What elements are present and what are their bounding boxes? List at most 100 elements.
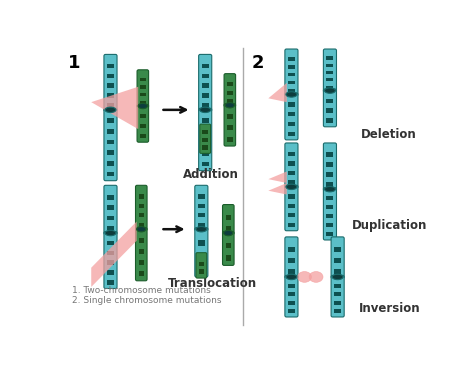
Bar [107, 216, 114, 220]
Bar [288, 131, 295, 136]
Bar [107, 129, 114, 134]
Text: Deletion: Deletion [361, 128, 417, 141]
FancyBboxPatch shape [285, 237, 298, 279]
Bar [107, 103, 114, 107]
FancyBboxPatch shape [199, 108, 212, 171]
Bar [140, 101, 146, 104]
Bar [334, 247, 341, 252]
Ellipse shape [309, 272, 323, 282]
Bar [288, 247, 295, 252]
Bar [140, 93, 146, 96]
Bar [107, 64, 114, 68]
Bar [334, 258, 341, 263]
Bar [202, 138, 208, 142]
Bar [288, 152, 295, 156]
Bar [107, 83, 114, 88]
Text: Inversion: Inversion [359, 302, 421, 315]
Bar [288, 204, 295, 208]
Bar [227, 114, 233, 119]
FancyBboxPatch shape [222, 205, 234, 235]
Bar [202, 130, 208, 134]
FancyBboxPatch shape [285, 275, 298, 317]
Bar [107, 172, 114, 176]
Bar [288, 102, 295, 107]
FancyBboxPatch shape [104, 108, 117, 181]
Bar [138, 204, 144, 208]
Bar [288, 57, 295, 61]
Bar [288, 301, 295, 305]
Bar [327, 85, 333, 89]
Bar [199, 269, 204, 274]
FancyBboxPatch shape [224, 104, 236, 146]
Bar [288, 213, 295, 218]
Ellipse shape [286, 274, 297, 280]
Bar [288, 73, 295, 77]
Bar [327, 205, 333, 209]
Bar [327, 214, 333, 218]
Ellipse shape [286, 184, 297, 189]
Bar [202, 74, 209, 78]
Bar [288, 89, 295, 92]
Bar [288, 269, 295, 274]
Bar [107, 251, 114, 255]
Bar [227, 91, 233, 94]
Bar [107, 260, 114, 265]
Bar [227, 99, 233, 103]
Bar [107, 93, 114, 98]
FancyBboxPatch shape [323, 49, 337, 92]
Text: Duplication: Duplication [352, 219, 427, 232]
Bar [138, 213, 144, 218]
Bar [202, 64, 209, 68]
FancyBboxPatch shape [285, 93, 298, 140]
FancyBboxPatch shape [222, 232, 234, 265]
Bar [327, 172, 333, 177]
Bar [198, 253, 205, 259]
Bar [107, 161, 114, 166]
Bar [327, 78, 333, 81]
Ellipse shape [286, 92, 297, 97]
FancyBboxPatch shape [331, 237, 344, 279]
Text: 2: 2 [251, 54, 264, 73]
Bar [288, 161, 295, 166]
Bar [202, 140, 209, 145]
Ellipse shape [225, 102, 235, 108]
Bar [334, 284, 341, 287]
Bar [327, 182, 333, 187]
Bar [327, 223, 333, 227]
Bar [198, 266, 205, 272]
Bar [288, 65, 295, 68]
Polygon shape [91, 87, 138, 129]
Bar [107, 280, 114, 285]
Ellipse shape [105, 107, 116, 112]
Bar [327, 108, 333, 113]
Bar [107, 150, 114, 155]
Bar [288, 112, 295, 117]
Bar [107, 74, 114, 78]
Text: Translocation: Translocation [168, 277, 257, 290]
Bar [288, 171, 295, 175]
Ellipse shape [298, 272, 311, 282]
Bar [288, 292, 295, 296]
Ellipse shape [137, 226, 146, 232]
Text: 2. Single chromosome mutations: 2. Single chromosome mutations [72, 296, 221, 305]
FancyBboxPatch shape [323, 143, 337, 191]
FancyBboxPatch shape [195, 228, 208, 277]
Ellipse shape [324, 88, 336, 93]
Text: 1. Two-chromosome mutations: 1. Two-chromosome mutations [72, 286, 211, 295]
FancyBboxPatch shape [196, 253, 207, 278]
Bar [288, 122, 295, 126]
Bar [334, 309, 341, 313]
Bar [202, 151, 209, 156]
Bar [107, 205, 114, 210]
Bar [288, 284, 295, 287]
Polygon shape [268, 171, 287, 183]
Bar [198, 204, 205, 208]
Bar [227, 82, 233, 86]
Bar [288, 194, 295, 199]
Bar [138, 238, 144, 243]
Bar [327, 64, 333, 67]
Ellipse shape [138, 103, 147, 109]
FancyBboxPatch shape [136, 185, 147, 231]
Bar [107, 270, 114, 275]
FancyBboxPatch shape [285, 143, 298, 188]
